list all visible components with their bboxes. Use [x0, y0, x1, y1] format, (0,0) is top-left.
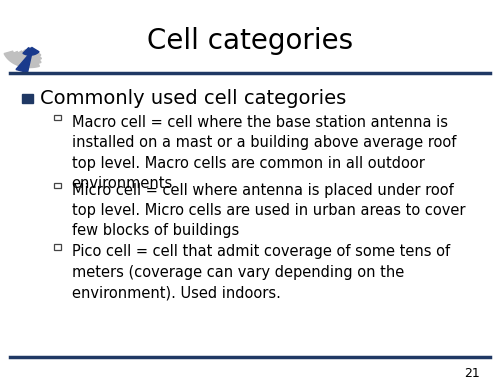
- Text: Macro cell = cell where the base station antenna is
installed on a mast or a bui: Macro cell = cell where the base station…: [72, 115, 456, 191]
- Text: Micro cell = cell where antenna is placed under roof
top level. Micro cells are : Micro cell = cell where antenna is place…: [72, 183, 465, 239]
- Bar: [54, 183, 61, 188]
- Bar: [54, 244, 61, 250]
- Polygon shape: [4, 51, 40, 68]
- Polygon shape: [10, 52, 41, 64]
- Text: Cell categories: Cell categories: [147, 27, 353, 54]
- Bar: [54, 115, 61, 120]
- Polygon shape: [16, 50, 32, 73]
- Text: Commonly used cell categories: Commonly used cell categories: [40, 89, 347, 108]
- Polygon shape: [14, 51, 42, 61]
- Bar: [22, 94, 33, 103]
- Polygon shape: [23, 47, 39, 55]
- Polygon shape: [19, 50, 41, 58]
- Text: 21: 21: [464, 367, 480, 380]
- Text: Pico cell = cell that admit coverage of some tens of
meters (coverage can vary d: Pico cell = cell that admit coverage of …: [72, 244, 450, 300]
